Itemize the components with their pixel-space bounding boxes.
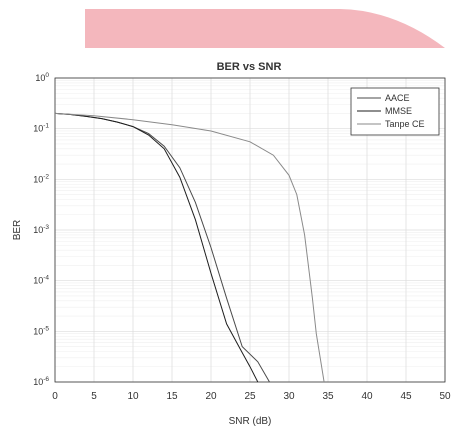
plot-area-frame <box>54 77 446 383</box>
series-line-mmse <box>54 112 259 383</box>
chart-title: BER vs SNR <box>217 61 282 73</box>
banner-pink-shape <box>85 9 445 48</box>
x-tick-label: 30 <box>283 391 295 402</box>
x-tick-label: 20 <box>205 391 217 402</box>
x-axis-label: SNR (dB) <box>229 416 272 427</box>
x-tick-label: 15 <box>166 391 178 402</box>
x-tick-label: 5 <box>91 391 97 402</box>
series-line-tanpe-ce <box>54 112 325 383</box>
legend-label: Tanpe CE <box>385 119 425 129</box>
y-tick-label: 10-2 <box>33 173 49 184</box>
legend: AACE MMSE Tanpe CE <box>350 87 440 136</box>
y-ticks: 100 10-1 10-2 10-3 10-4 10-5 10-6 <box>33 72 49 387</box>
x-tick-label: 10 <box>127 391 139 402</box>
banner-shape <box>85 9 445 48</box>
y-tick-label: 10-5 <box>33 325 49 336</box>
x-tick-label: 50 <box>439 391 451 402</box>
x-tick-label: 25 <box>244 391 256 402</box>
x-tick-label: 45 <box>400 391 412 402</box>
x-tick-label: 40 <box>361 391 373 402</box>
y-tick-label: 10-6 <box>33 376 49 387</box>
x-tick-label: 35 <box>322 391 334 402</box>
x-tick-label: 0 <box>52 391 58 402</box>
y-tick-label: 10-4 <box>33 275 49 286</box>
y-tick-label: 100 <box>35 72 49 83</box>
y-tick-label: 10-3 <box>33 224 49 235</box>
legend-label: MMSE <box>385 106 412 116</box>
series-line-aace <box>54 112 270 383</box>
legend-label: AACE <box>385 93 410 103</box>
grid <box>54 77 446 383</box>
y-axis-label: BER <box>12 220 23 241</box>
series-group <box>54 112 325 383</box>
x-ticks: 0 5 10 15 20 25 30 35 40 45 50 <box>52 391 451 402</box>
y-tick-label: 10-1 <box>33 123 49 134</box>
